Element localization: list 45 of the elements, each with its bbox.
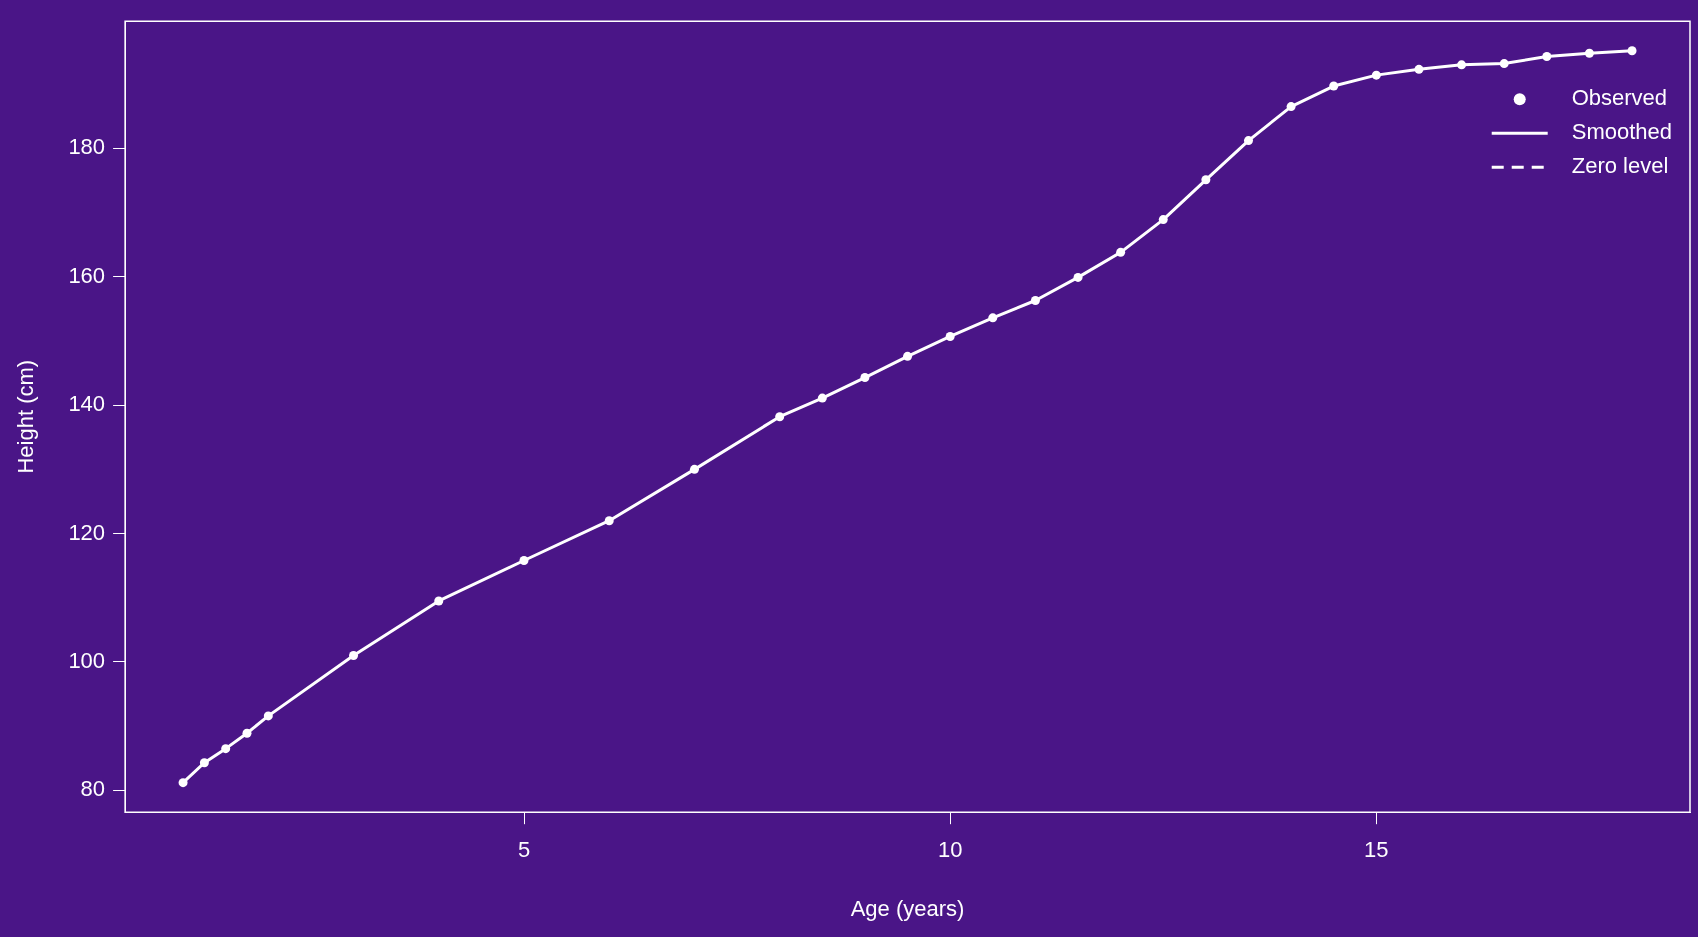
point: [1542, 52, 1552, 62]
y-tick-label: 120: [68, 519, 106, 545]
point: [903, 351, 913, 361]
point: [242, 728, 252, 738]
point: [221, 744, 231, 754]
point: [263, 711, 273, 721]
point: [1243, 136, 1253, 146]
y-tick-label: 180: [68, 134, 106, 160]
y-axis-title: Height (cm): [13, 359, 39, 474]
point: [1030, 295, 1040, 305]
point: [1627, 46, 1637, 56]
point: [1499, 59, 1509, 69]
point: [1329, 81, 1339, 91]
point: [1116, 247, 1126, 257]
point: [199, 758, 209, 768]
point: [1158, 215, 1168, 225]
point: [689, 464, 699, 474]
legend-label: Observed: [1571, 85, 1668, 111]
point: [775, 412, 785, 422]
point: [519, 556, 529, 566]
legend-label: Zero level: [1571, 153, 1669, 179]
legend-label: Smoothed: [1571, 119, 1673, 145]
y-tick-label: 160: [68, 262, 106, 288]
point: [1414, 64, 1424, 74]
y-tick-label: 140: [68, 391, 106, 417]
point: [1286, 102, 1296, 112]
point: [860, 373, 870, 383]
point: [1584, 48, 1594, 58]
point: [434, 596, 444, 606]
point: [349, 651, 359, 661]
y-tick-label: 80: [80, 776, 106, 802]
x-tick-label: 5: [517, 837, 531, 863]
point: [178, 778, 188, 788]
point: [945, 331, 955, 341]
point: [604, 516, 614, 526]
point: [1457, 60, 1467, 70]
x-tick-label: 10: [937, 837, 963, 863]
point: [988, 313, 998, 323]
point: [1201, 175, 1211, 185]
point: [1073, 272, 1083, 282]
y-tick-label: 100: [68, 648, 106, 674]
point: [817, 393, 827, 403]
x-axis-title: Age (years): [850, 895, 965, 921]
point: [1371, 70, 1381, 80]
x-tick-label: 15: [1364, 837, 1389, 863]
